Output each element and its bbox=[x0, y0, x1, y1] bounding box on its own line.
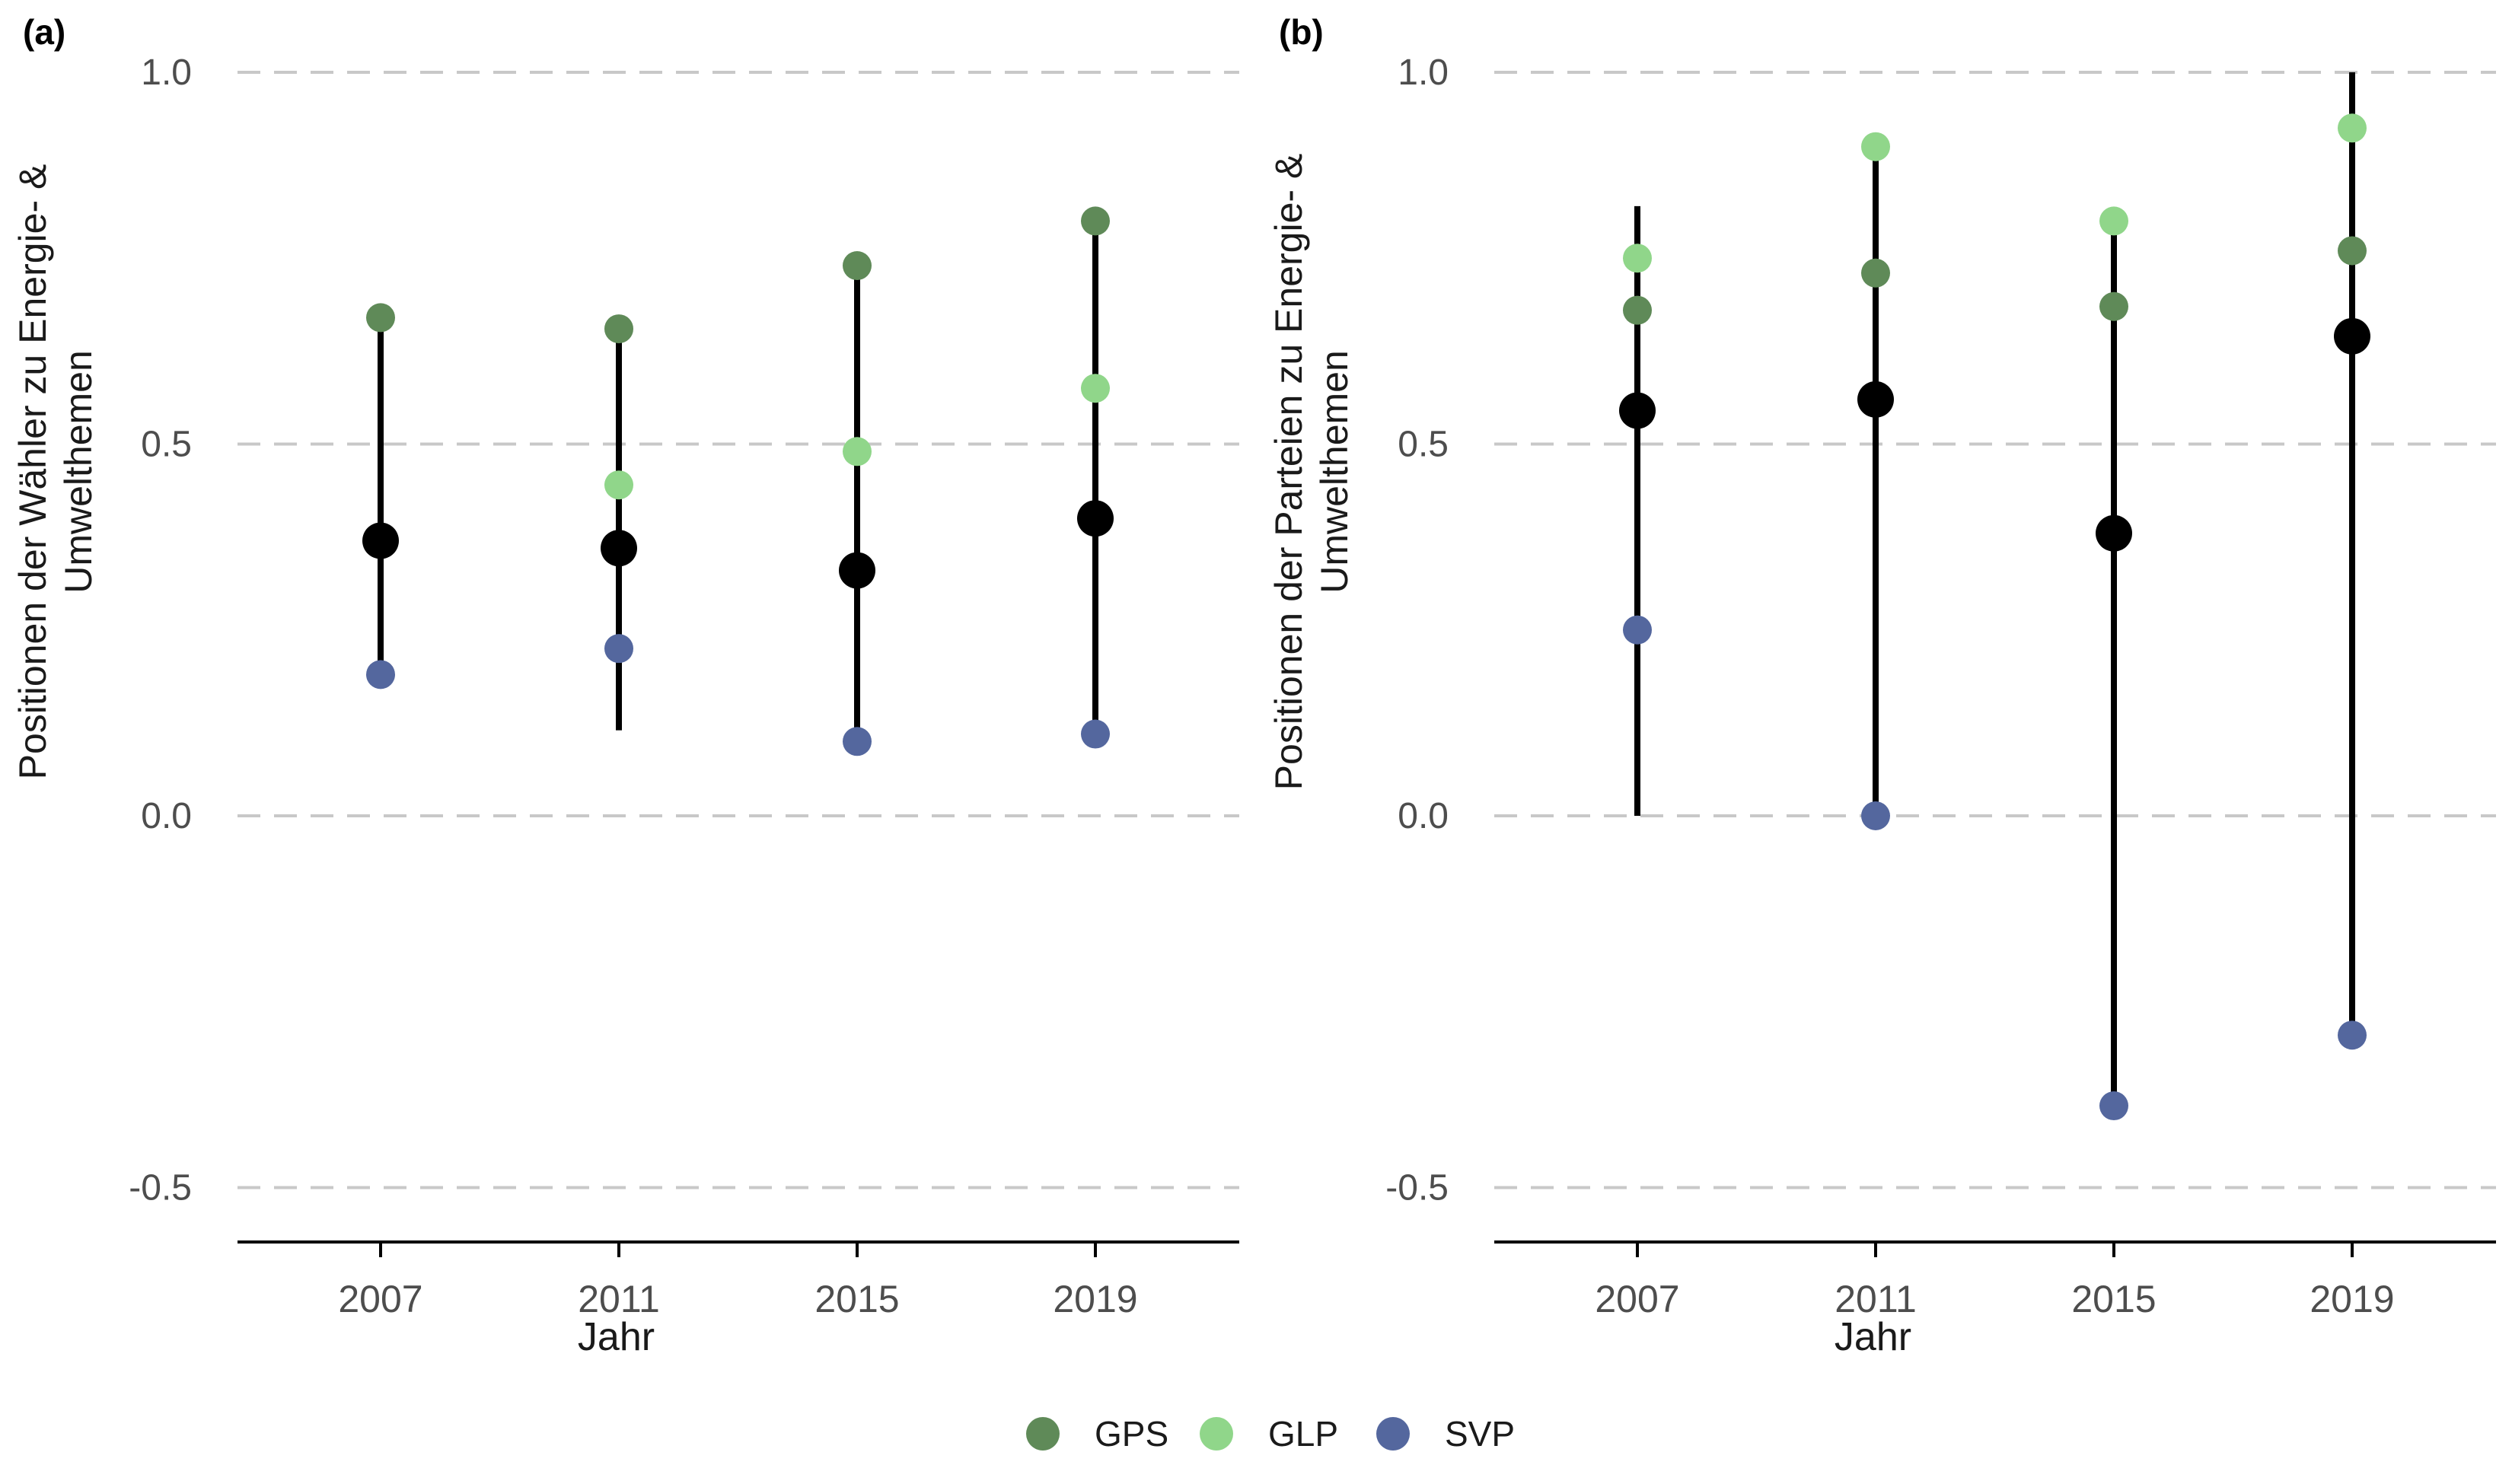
y-axis-title-line: Positionen der Parteien zu Energie- & bbox=[1267, 154, 1310, 791]
y-tick-label: -0.5 bbox=[1385, 1168, 1449, 1209]
point-glp bbox=[1861, 132, 1890, 161]
panel-label: (b) bbox=[1279, 12, 1324, 52]
point-gps bbox=[2338, 236, 2367, 266]
point-gps bbox=[366, 303, 395, 333]
y-tick-label: -0.5 bbox=[129, 1168, 192, 1209]
x-tick-label: 2007 bbox=[1595, 1278, 1679, 1320]
y-tick-label: 0.5 bbox=[141, 425, 192, 465]
point-glp bbox=[1623, 244, 1652, 273]
panel-label: (a) bbox=[23, 12, 65, 52]
point-mean bbox=[1619, 392, 1656, 429]
legend: GPS GLP SVP bbox=[1026, 1414, 1515, 1454]
x-tick-label: 2011 bbox=[578, 1278, 660, 1320]
x-tick-label: 2019 bbox=[2310, 1278, 2394, 1320]
x-tick-label: 2019 bbox=[1053, 1278, 1137, 1320]
point-gps bbox=[1081, 206, 1110, 236]
point-mean bbox=[1077, 500, 1114, 537]
point-svp bbox=[1081, 719, 1110, 749]
point-svp bbox=[1861, 801, 1890, 830]
point-svp bbox=[604, 634, 633, 664]
x-tick-label: 2015 bbox=[2071, 1278, 2156, 1320]
point-gps bbox=[2099, 291, 2128, 321]
y-tick-label: 1.0 bbox=[141, 53, 192, 93]
legend-label: SVP bbox=[1445, 1414, 1515, 1454]
legend-key-glp bbox=[1200, 1417, 1233, 1451]
y-tick-label: 0.0 bbox=[141, 796, 192, 836]
point-gps bbox=[1861, 258, 1890, 288]
point-mean bbox=[2334, 317, 2370, 355]
legend-label: GLP bbox=[1268, 1414, 1338, 1454]
point-svp bbox=[1623, 615, 1652, 645]
point-glp bbox=[843, 437, 872, 467]
x-tick-label: 2015 bbox=[814, 1278, 899, 1320]
y-tick-label: 0.5 bbox=[1398, 425, 1449, 465]
point-glp bbox=[1081, 374, 1110, 403]
legend-key-gps bbox=[1026, 1417, 1060, 1451]
x-axis-title: Jahr bbox=[578, 1315, 655, 1359]
y-axis-title-line: Umwelthemen bbox=[1313, 350, 1356, 594]
point-svp bbox=[366, 660, 395, 689]
legend-label: GPS bbox=[1095, 1414, 1168, 1454]
point-svp bbox=[843, 727, 872, 756]
y-tick-label: 0.0 bbox=[1398, 796, 1449, 836]
point-mean bbox=[1857, 381, 1894, 418]
point-glp bbox=[2338, 113, 2367, 143]
y-axis-title-line: Umwelthemen bbox=[57, 350, 100, 594]
point-mean bbox=[839, 552, 875, 589]
y-axis-title-line: Positionen der Wähler zu Energie- & bbox=[11, 164, 54, 780]
point-gps bbox=[843, 251, 872, 281]
y-tick-label: 1.0 bbox=[1398, 53, 1449, 93]
point-svp bbox=[2099, 1091, 2128, 1121]
point-gps bbox=[604, 314, 633, 344]
legend-key-svp bbox=[1376, 1417, 1410, 1451]
panel-a: (a) -0.5 0.0 0.5 1.0 2007 2011 2015 2019 Jahr Posi… bbox=[11, 12, 1239, 1359]
x-tick-label: 2007 bbox=[338, 1278, 422, 1320]
panel-b: (b) -0.5 0.0 0.5 1.0 2007 2011 2015 2019 Jahr Posi… bbox=[1267, 12, 2496, 1359]
point-glp bbox=[2099, 206, 2128, 236]
point-gps bbox=[1623, 295, 1652, 325]
point-svp bbox=[2338, 1021, 2367, 1050]
x-axis-title: Jahr bbox=[1835, 1315, 1911, 1359]
x-tick-label: 2011 bbox=[1835, 1278, 1917, 1320]
point-mean bbox=[601, 530, 637, 567]
point-mean bbox=[2096, 514, 2132, 552]
point-mean bbox=[362, 522, 399, 559]
point-glp bbox=[604, 470, 633, 500]
